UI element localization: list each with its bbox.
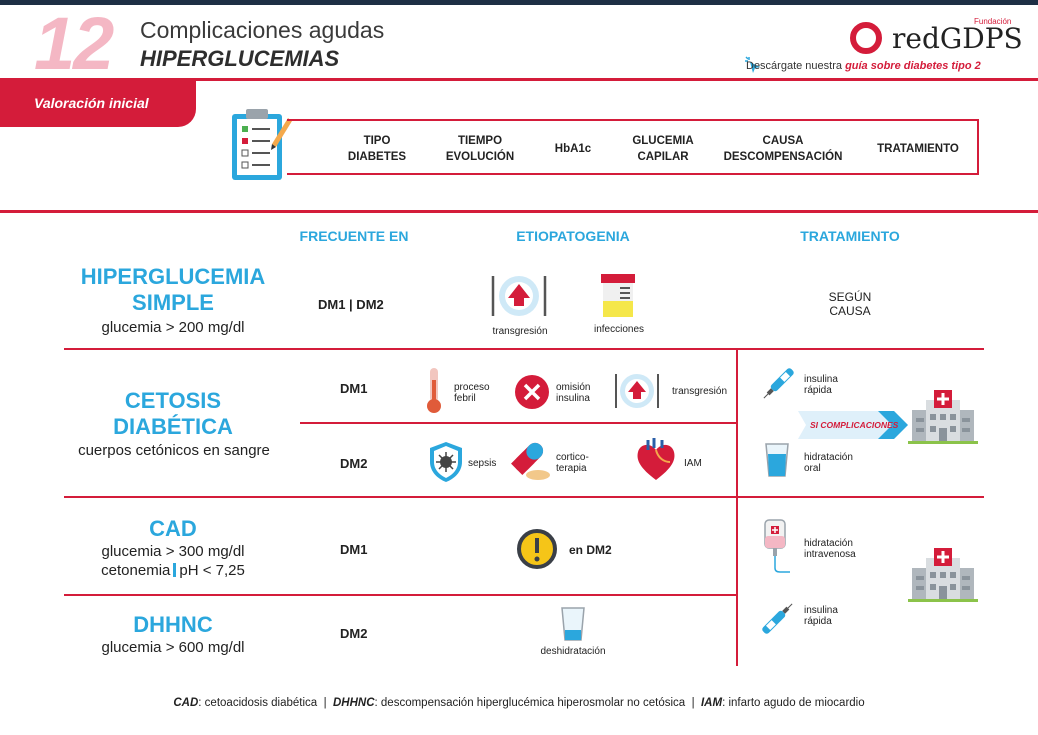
clipboard-icon: [232, 109, 292, 180]
criterion-tiempo-evolucion: TIEMPO EVOLUCIÓN: [445, 135, 515, 163]
hospital-icon: [908, 548, 978, 602]
divider-top: [0, 78, 1038, 81]
hiperglucemia-title: HIPERGLUCEMIA SIMPLE: [80, 264, 266, 315]
trat-insulina-rapida-2: insulina rápida: [804, 605, 838, 627]
cause-omision-insulina: omisión insulina: [556, 382, 591, 404]
cad-sub2: cetonemia pH < 7,25: [101, 562, 245, 579]
iv-bag-icon: [764, 519, 790, 573]
thermometer-icon: [427, 368, 441, 413]
footer-legend: CAD: cetoacidosis diabética | DHHNC: des…: [173, 697, 865, 709]
warning-icon: [517, 529, 557, 569]
water-glass-icon: [765, 443, 789, 477]
criterion-hba1c: HbA1c: [554, 143, 592, 155]
urine-sample-icon: [601, 274, 635, 317]
cad-sub1: glucemia > 300 mg/dl: [101, 543, 245, 560]
logo-fundacion: Fundación: [974, 17, 1012, 26]
cause-corticoterapia: cortico-terapia: [556, 452, 589, 474]
cetosis-subdivider: [300, 422, 736, 424]
logo-text: redGDPS: [892, 22, 1023, 55]
valoracion-tab: Valoración inicial: [0, 81, 196, 127]
page-title: Complicaciones agudas: [140, 17, 385, 43]
col-frecuente: FRECUENTE EN: [299, 228, 409, 244]
cetosis-title: CETOSIS DIABÉTICA: [113, 388, 233, 439]
row-divider-2: [64, 496, 984, 498]
hiperglucemia-tratamiento: SEGÚN CAUSA: [828, 290, 872, 318]
pill-icon: [511, 442, 550, 480]
cad-vdivider: [736, 498, 738, 666]
etio-transgresion: transgresión: [492, 326, 548, 337]
si-complicaciones-arrow: [798, 411, 908, 439]
cause-proceso-febril: proceso febril: [454, 382, 490, 404]
hiperglucemia-dm: DM1 | DM2: [318, 297, 384, 312]
download-guide-link[interactable]: Descárgate nuestra guía sobre diabetes t…: [746, 60, 981, 72]
plate-icon: [615, 374, 659, 408]
cause-sepsis: sepsis: [468, 458, 497, 469]
criterion-causa-descompensacion: CAUSA DESCOMPENSACIÓN: [723, 135, 843, 163]
trat-insulina-rapida: insulina rápida: [804, 374, 838, 396]
insulin-pen-icon: [762, 603, 793, 634]
logo-icon: [850, 22, 882, 54]
shield-virus-icon: [430, 442, 462, 482]
criteria-box: TIPO DIABETES TIEMPO EVOLUCIÓN HbA1c GLUCE…: [287, 119, 979, 175]
cross-circle-icon: [515, 375, 549, 409]
page-subtitle: HIPERGLUCEMIAS: [140, 46, 340, 71]
row-divider-1: [64, 348, 984, 350]
dhhnc-sub: glucemia > 600 mg/dl: [101, 639, 245, 656]
plate-icon: [491, 276, 547, 316]
chapter-number: 12: [34, 2, 114, 85]
hiperglucemia-sub: glucemia > 200 mg/dl: [101, 319, 245, 336]
insulin-pen-icon: [763, 368, 794, 399]
cad-title: CAD: [149, 516, 197, 541]
cad-dm: DM1: [340, 542, 368, 557]
col-etiopatogenia: ETIOPATOGENIA: [516, 228, 630, 244]
cad-en-dm2: en DM2: [569, 543, 612, 557]
cause-iam: IAM: [684, 458, 702, 469]
row-divider-3: [64, 594, 736, 596]
heart-icon: [637, 438, 675, 480]
cause-transgresion: transgresión: [672, 386, 728, 397]
cetosis-dm1: DM1: [340, 381, 368, 396]
cetosis-sub: cuerpos cetónicos en sangre: [78, 442, 270, 459]
top-bar: [0, 0, 1038, 5]
etio-deshidratacion: deshidratación: [540, 646, 606, 657]
hospital-icon: [908, 390, 978, 444]
dhhnc-dm: DM2: [340, 626, 368, 641]
trat-hidratacion-oral: hidratación oral: [804, 452, 853, 474]
empty-glass-icon: [561, 607, 585, 641]
cetosis-vdivider: [736, 350, 738, 496]
si-complicaciones-label: SI COMPLICACIONES: [810, 420, 899, 430]
divider-main: [0, 210, 1038, 213]
criterion-tipo-diabetes: TIPO DIABETES: [347, 135, 407, 163]
cetosis-dm2: DM2: [340, 456, 368, 471]
criterion-glucemia-capilar: GLUCEMIA CAPILAR: [632, 135, 694, 163]
col-tratamiento: TRATAMIENTO: [800, 228, 900, 244]
cursor-icon: [745, 56, 760, 73]
dhhnc-title: DHHNC: [133, 612, 213, 637]
etio-infecciones: infecciones: [593, 324, 645, 335]
trat-hidratacion-intravenosa: hidratación intravenosa: [804, 538, 856, 560]
criterion-tratamiento: TRATAMIENTO: [877, 143, 959, 155]
